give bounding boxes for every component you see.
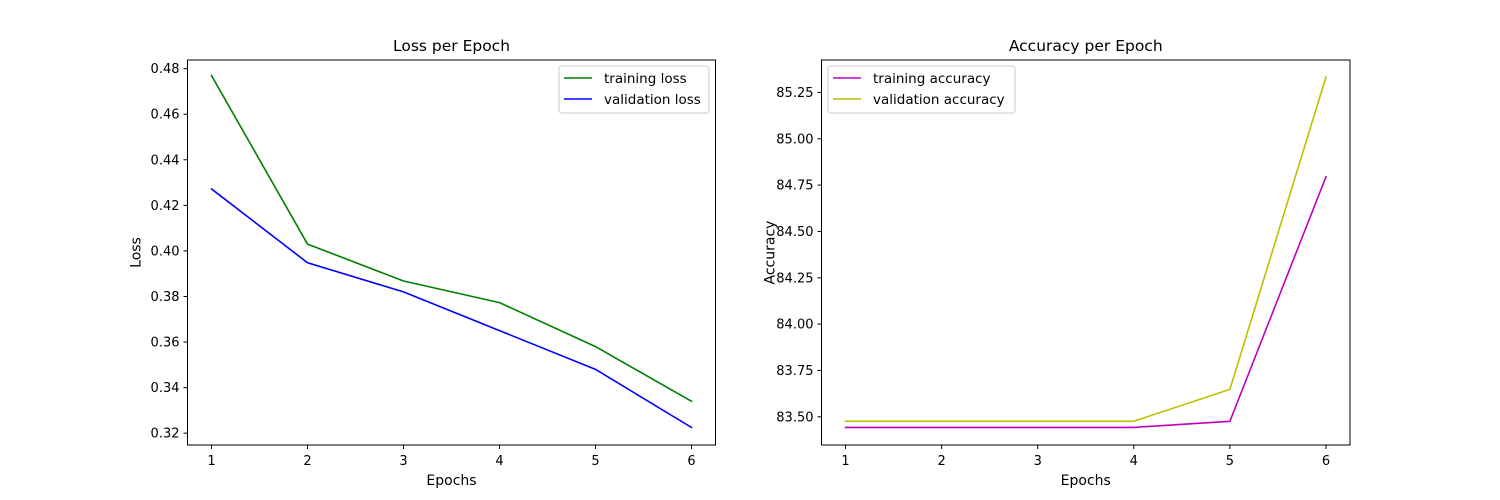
accuracy-ticks: 1 2 3 4 5 6 83.50 83.75 84.00 84.25 84.50 84.75 85.0… — [776, 86, 1330, 469]
loss-y-tick-label: 0.34 — [151, 381, 180, 396]
loss-legend-box — [558, 65, 710, 114]
accuracy-x-tick-label: 4 — [1130, 454, 1138, 469]
loss-chart: Loss per Epoch Epochs Loss 1 2 3 4 5 6 0.32 0.3… — [129, 37, 716, 489]
loss-x-tick-label: 3 — [399, 454, 407, 469]
loss-y-tick-label: 0.42 — [151, 199, 180, 214]
accuracy-legend-box — [827, 65, 1016, 114]
accuracy-x-axis-label: Epochs — [1061, 473, 1111, 489]
accuracy-legend: training accuracy validation accuracy — [827, 65, 1016, 114]
accuracy-y-tick-label: 84.50 — [776, 225, 813, 240]
loss-series-line-2 — [210, 187, 693, 429]
accuracy-chart: Accuracy per Epoch Epochs Accuracy 1 2 3 4 5… — [763, 37, 1351, 489]
accuracy-y-tick-label: 83.50 — [776, 410, 813, 425]
accuracy-plot-area — [821, 59, 1351, 446]
accuracy-chart-title: Accuracy per Epoch — [1009, 37, 1163, 55]
accuracy-y-tick-label: 83.75 — [776, 364, 813, 379]
loss-ticks: 1 2 3 4 5 6 0.32 0.34 0.36 0.38 0.40 0.42 0.44 0.46 0.… — [151, 62, 696, 469]
accuracy-legend-label: training accuracy — [873, 71, 991, 87]
accuracy-series-line-1 — [844, 175, 1328, 429]
loss-y-axis-label: Loss — [129, 237, 145, 268]
loss-x-tick-label: 5 — [591, 454, 599, 469]
accuracy-legend-label: validation accuracy — [873, 92, 1005, 108]
accuracy-x-tick-label: 6 — [1322, 454, 1330, 469]
loss-y-tick-label: 0.36 — [151, 336, 180, 351]
loss-y-tick-label: 0.46 — [151, 108, 180, 123]
accuracy-series-line-2 — [844, 76, 1327, 423]
loss-y-tick-label: 0.48 — [151, 62, 180, 77]
accuracy-y-tick-label: 84.00 — [776, 318, 813, 333]
accuracy-series-lines — [844, 76, 1328, 429]
accuracy-y-tick-label: 84.75 — [776, 179, 813, 194]
loss-y-tick-label: 0.44 — [151, 153, 180, 168]
loss-y-tick-label: 0.40 — [151, 244, 180, 259]
accuracy-x-tick-label: 3 — [1034, 454, 1042, 469]
loss-x-tick-label: 4 — [495, 454, 503, 469]
loss-legend-label: training loss — [604, 71, 687, 87]
accuracy-y-tick-label: 84.25 — [776, 271, 813, 286]
accuracy-y-tick-label: 85.00 — [776, 132, 813, 147]
loss-legend-label: validation loss — [604, 92, 701, 108]
loss-y-tick-label: 0.32 — [151, 427, 180, 442]
accuracy-y-axis-label: Accuracy — [763, 221, 779, 285]
loss-x-tick-label: 1 — [207, 454, 215, 469]
loss-chart-title: Loss per Epoch — [393, 37, 510, 55]
loss-legend: training loss validation loss — [558, 65, 710, 114]
loss-x-tick-label: 6 — [687, 454, 695, 469]
accuracy-x-tick-label: 2 — [937, 454, 945, 469]
accuracy-y-tick-label: 85.25 — [776, 86, 813, 101]
loss-series-lines — [210, 74, 693, 429]
loss-y-tick-label: 0.38 — [151, 290, 180, 305]
accuracy-x-tick-label: 1 — [841, 454, 849, 469]
loss-x-axis-label: Epochs — [426, 473, 476, 489]
loss-series-line-1 — [210, 74, 693, 403]
accuracy-x-tick-label: 5 — [1226, 454, 1234, 469]
loss-x-tick-label: 2 — [303, 454, 311, 469]
loss-plot-area — [187, 59, 716, 446]
